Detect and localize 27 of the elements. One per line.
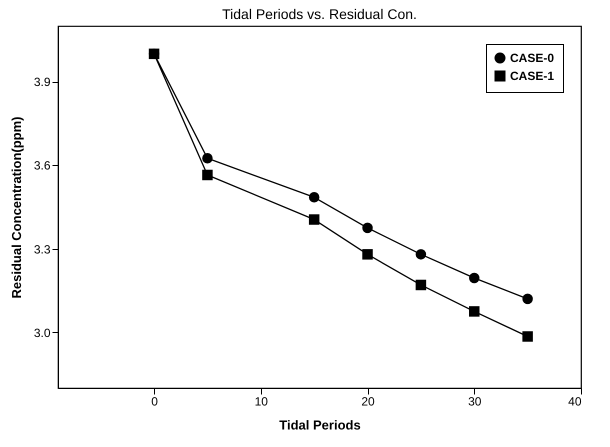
point	[362, 222, 373, 234]
x-tick-label: 0	[151, 394, 158, 408]
point	[522, 294, 533, 304]
y-tick-label: 3.9	[34, 75, 51, 90]
point	[416, 249, 426, 260]
x-tick-label: 10	[254, 394, 268, 408]
point	[469, 306, 480, 317]
x-tick-label: 40	[568, 394, 582, 408]
point	[308, 192, 320, 202]
legend-label: CASE-1	[510, 69, 554, 83]
point	[469, 272, 480, 284]
point	[308, 214, 320, 225]
x-tick-label: 20	[361, 394, 376, 408]
y-tick-label: 3.3	[34, 242, 51, 256]
legend-label: CASE-0	[510, 51, 554, 65]
point	[148, 48, 160, 60]
y-axis-title: Residual Concentration(ppm)	[8, 116, 24, 299]
point	[522, 331, 533, 342]
x-tick-label: 30	[468, 394, 482, 408]
point	[416, 280, 426, 290]
x-axis-title: Tidal Periods	[279, 418, 361, 432]
chart-title: Tidal Periods vs. Residual Con.	[222, 6, 417, 22]
y-tick-label: 3.0	[34, 326, 51, 340]
y-tick-label: 3.6	[34, 158, 51, 173]
point	[202, 170, 213, 180]
point	[202, 153, 213, 164]
point	[362, 249, 373, 260]
